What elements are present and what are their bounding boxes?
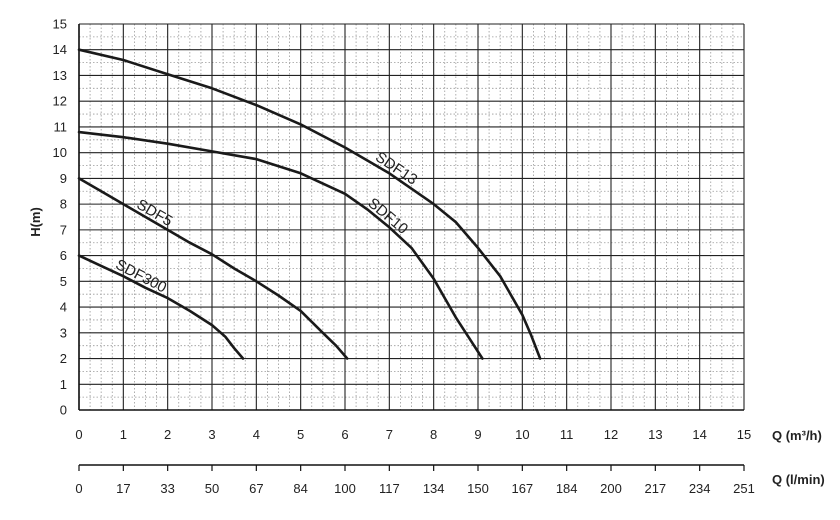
x2-tick-label: 251	[733, 481, 755, 496]
x2-tick-label: 200	[600, 481, 622, 496]
series-curves	[77, 48, 542, 360]
x2-tick-label: 217	[644, 481, 666, 496]
x-tick-label: 0	[75, 427, 82, 442]
axes	[78, 24, 745, 471]
x-tick-label: 10	[515, 427, 529, 442]
x2-tick-label: 117	[379, 481, 400, 496]
curve-sdf13	[77, 48, 542, 360]
y-tick-label: 13	[53, 68, 67, 83]
x2-tick-label: 50	[205, 481, 219, 496]
curve-label-sdf5: SDF5	[134, 196, 176, 230]
x2-tick-label: 150	[467, 481, 489, 496]
x2-tick-label: 234	[689, 481, 711, 496]
curve-sdf5	[77, 177, 349, 360]
x-axis-title: Q (m³/h)	[772, 428, 822, 443]
y-tick-label: 10	[53, 145, 67, 160]
y-tick-label: 1	[60, 377, 67, 392]
y-tick-label: 15	[53, 17, 67, 32]
x2-tick-label: 100	[334, 481, 356, 496]
x-tick-label: 8	[430, 427, 437, 442]
y-tick-label: 7	[60, 222, 67, 237]
x-tick-label: 15	[737, 427, 751, 442]
y-tick-label: 14	[53, 42, 67, 57]
x-tick-label: 12	[604, 427, 618, 442]
x-tick-label: 11	[560, 427, 574, 442]
y-axis-title: H(m)	[28, 207, 43, 237]
x-tick-label: 4	[253, 427, 260, 442]
x2-tick-label: 33	[160, 481, 174, 496]
x2-tick-label: 167	[511, 481, 533, 496]
y-tick-label: 8	[60, 197, 67, 212]
x2-tick-label: 84	[293, 481, 307, 496]
y-tick-label: 11	[54, 119, 68, 134]
y-tick-label: 0	[60, 403, 67, 418]
y-tick-label: 9	[60, 171, 67, 186]
x2-tick-label: 134	[423, 481, 445, 496]
x-tick-label: 14	[692, 427, 706, 442]
y-tick-label: 3	[60, 325, 67, 340]
x-tick-label: 9	[474, 427, 481, 442]
curve-sdf300	[77, 254, 245, 360]
y-tick-label: 6	[60, 248, 67, 263]
x2-axis-title: Q (l/min)	[772, 472, 825, 487]
x2-tick-label: 0	[75, 481, 82, 496]
curve-label-sdf10: SDF10	[364, 195, 411, 238]
x2-tick-label: 184	[556, 481, 578, 496]
y-tick-label: 5	[60, 274, 67, 289]
y-tick-label: 4	[60, 300, 67, 315]
y-tick-label: 2	[60, 351, 67, 366]
grid-lines	[78, 23, 745, 411]
x-tick-label: 7	[386, 427, 393, 442]
x2-tick-label: 17	[116, 481, 130, 496]
x-tick-label: 3	[208, 427, 215, 442]
x2-tick-label: 67	[249, 481, 263, 496]
x-tick-label: 13	[648, 427, 662, 442]
y-tick-label: 12	[53, 94, 67, 109]
x-tick-label: 5	[297, 427, 304, 442]
x-tick-label: 2	[164, 427, 171, 442]
x-tick-label: 6	[341, 427, 348, 442]
x-tick-label: 1	[120, 427, 127, 442]
curve-sdf10	[77, 130, 484, 360]
